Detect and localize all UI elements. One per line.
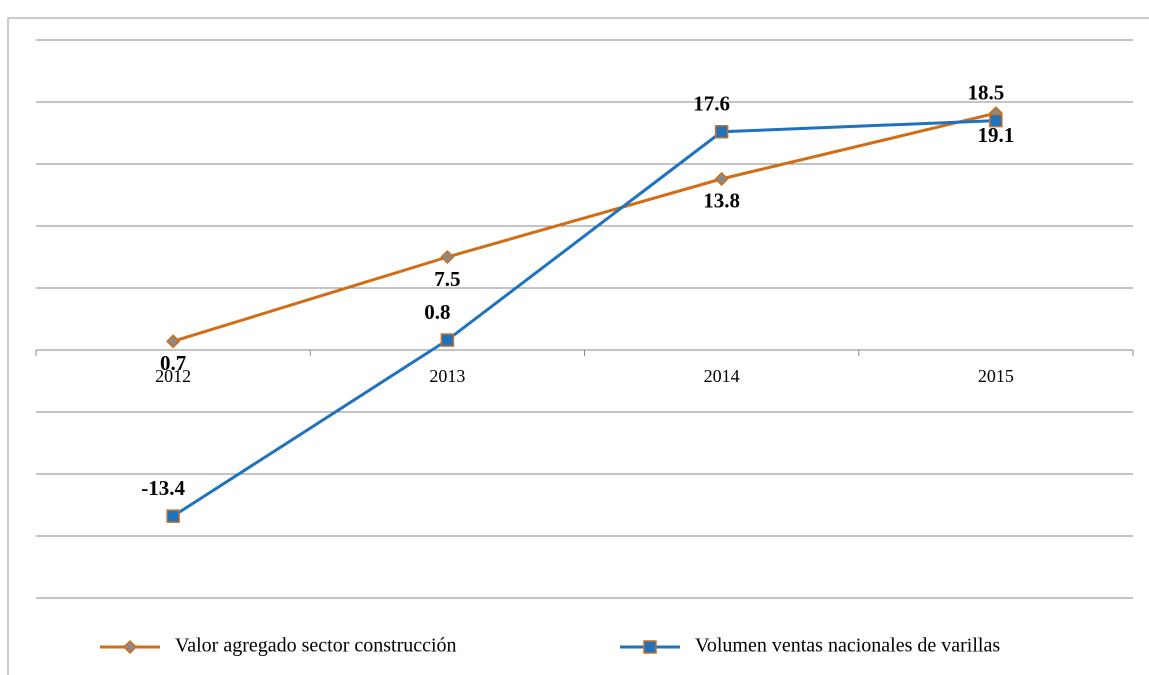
x-tick-label: 2014 [704, 366, 740, 386]
data-point [714, 125, 729, 139]
data-label: -13.4 [141, 476, 185, 500]
data-label: 17.6 [693, 92, 730, 116]
data-label: 0.7 [160, 351, 186, 375]
data-label: 13.8 [703, 189, 740, 213]
data-point [714, 171, 729, 186]
series-line [172, 111, 997, 343]
data-point [166, 509, 180, 523]
data-label: 18.5 [968, 80, 1005, 104]
legend-label: Volumen ventas nacionales de varillas [695, 635, 1000, 657]
data-point [989, 113, 1003, 128]
data-point [440, 333, 455, 347]
data-label: 0.8 [424, 300, 450, 324]
x-tick-label: 2015 [978, 366, 1014, 386]
chart-frame [7, 17, 1149, 675]
legend-marker [643, 640, 657, 654]
x-tick-label: 2013 [429, 366, 465, 386]
data-point [440, 249, 455, 265]
data-label: 7.5 [434, 267, 460, 291]
x-tick-label: 2012 [155, 366, 191, 386]
legend-marker [122, 639, 138, 655]
legend-label: Valor agregado sector construcción [175, 635, 457, 657]
series-line [172, 119, 996, 518]
data-point [166, 334, 181, 349]
